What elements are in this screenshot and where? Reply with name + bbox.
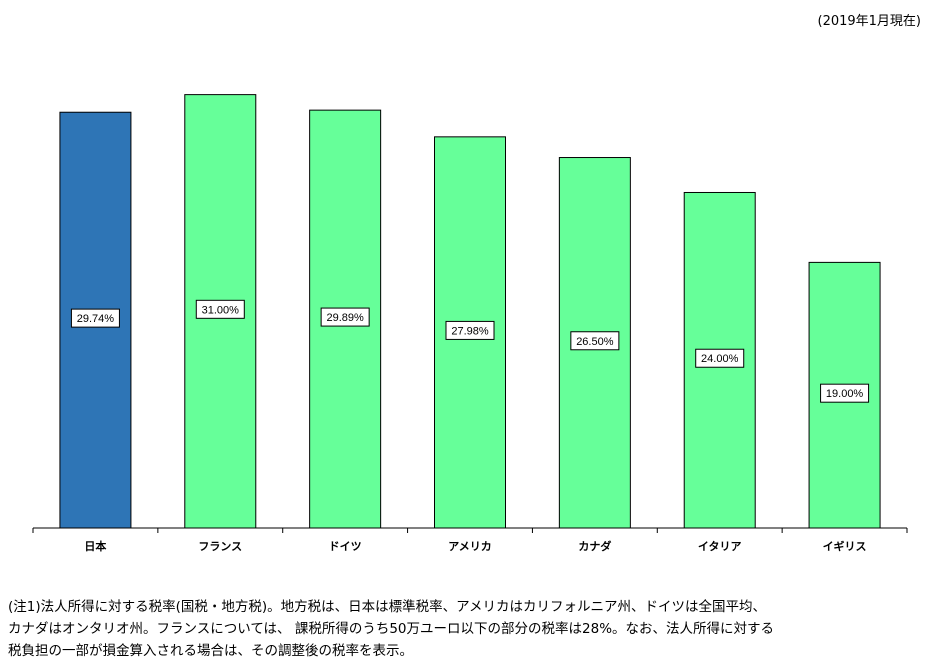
data-label: 29.89% bbox=[326, 312, 364, 324]
category-label: イギリス bbox=[823, 539, 867, 553]
footnote-line-1: (注1)法人所得に対する税率(国税・地方税)。地方税は、日本は標準税率、アメリカ… bbox=[8, 599, 766, 615]
category-label: イタリア bbox=[698, 540, 742, 553]
data-label-box bbox=[695, 348, 745, 368]
category-label: 日本 bbox=[84, 539, 106, 553]
data-label-box bbox=[820, 383, 870, 403]
category-label: フランス bbox=[198, 540, 242, 553]
category-label: カナダ bbox=[578, 539, 611, 553]
footnote-line-3: 税負担の一部が損金算入される場合は、その調整後の税率を表示。 bbox=[8, 643, 413, 659]
data-label-box bbox=[320, 307, 370, 327]
data-label-box bbox=[195, 299, 245, 319]
data-label: 27.98% bbox=[451, 325, 489, 337]
data-label: 29.74% bbox=[77, 313, 115, 325]
footnote: (注1)法人所得に対する税率(国税・地方税)。地方税は、日本は標準税率、アメリカ… bbox=[8, 596, 920, 662]
data-label: 26.50% bbox=[576, 336, 614, 348]
data-label-box bbox=[70, 308, 120, 328]
footnote-line-2: カナダはオンタリオ州。フランスについては、 課税所得のうち50万ユーロ以下の部分… bbox=[8, 621, 775, 637]
as-of-date: (2019年1月現在) bbox=[817, 14, 922, 29]
category-labels-group: 日本 フランス ドイツ アメリカ カナダ イタリア イギリス bbox=[84, 539, 866, 553]
category-label: ドイツ bbox=[329, 540, 362, 553]
data-label: 31.00% bbox=[202, 304, 240, 316]
bar-chart: 29.74% 31.00% 29.89% 27.98% 26.50% 24.00% 19.0… bbox=[32, 94, 908, 553]
bars-group bbox=[59, 94, 881, 529]
data-label-box bbox=[570, 331, 620, 351]
data-label: 19.00% bbox=[826, 388, 864, 400]
x-axis-ticks bbox=[32, 528, 908, 533]
data-label-box bbox=[445, 320, 495, 340]
value-labels-group: 29.74% 31.00% 29.89% 27.98% 26.50% 24.00% 19.0… bbox=[70, 299, 870, 403]
data-label: 24.00% bbox=[701, 353, 739, 365]
category-label: アメリカ bbox=[448, 540, 491, 553]
